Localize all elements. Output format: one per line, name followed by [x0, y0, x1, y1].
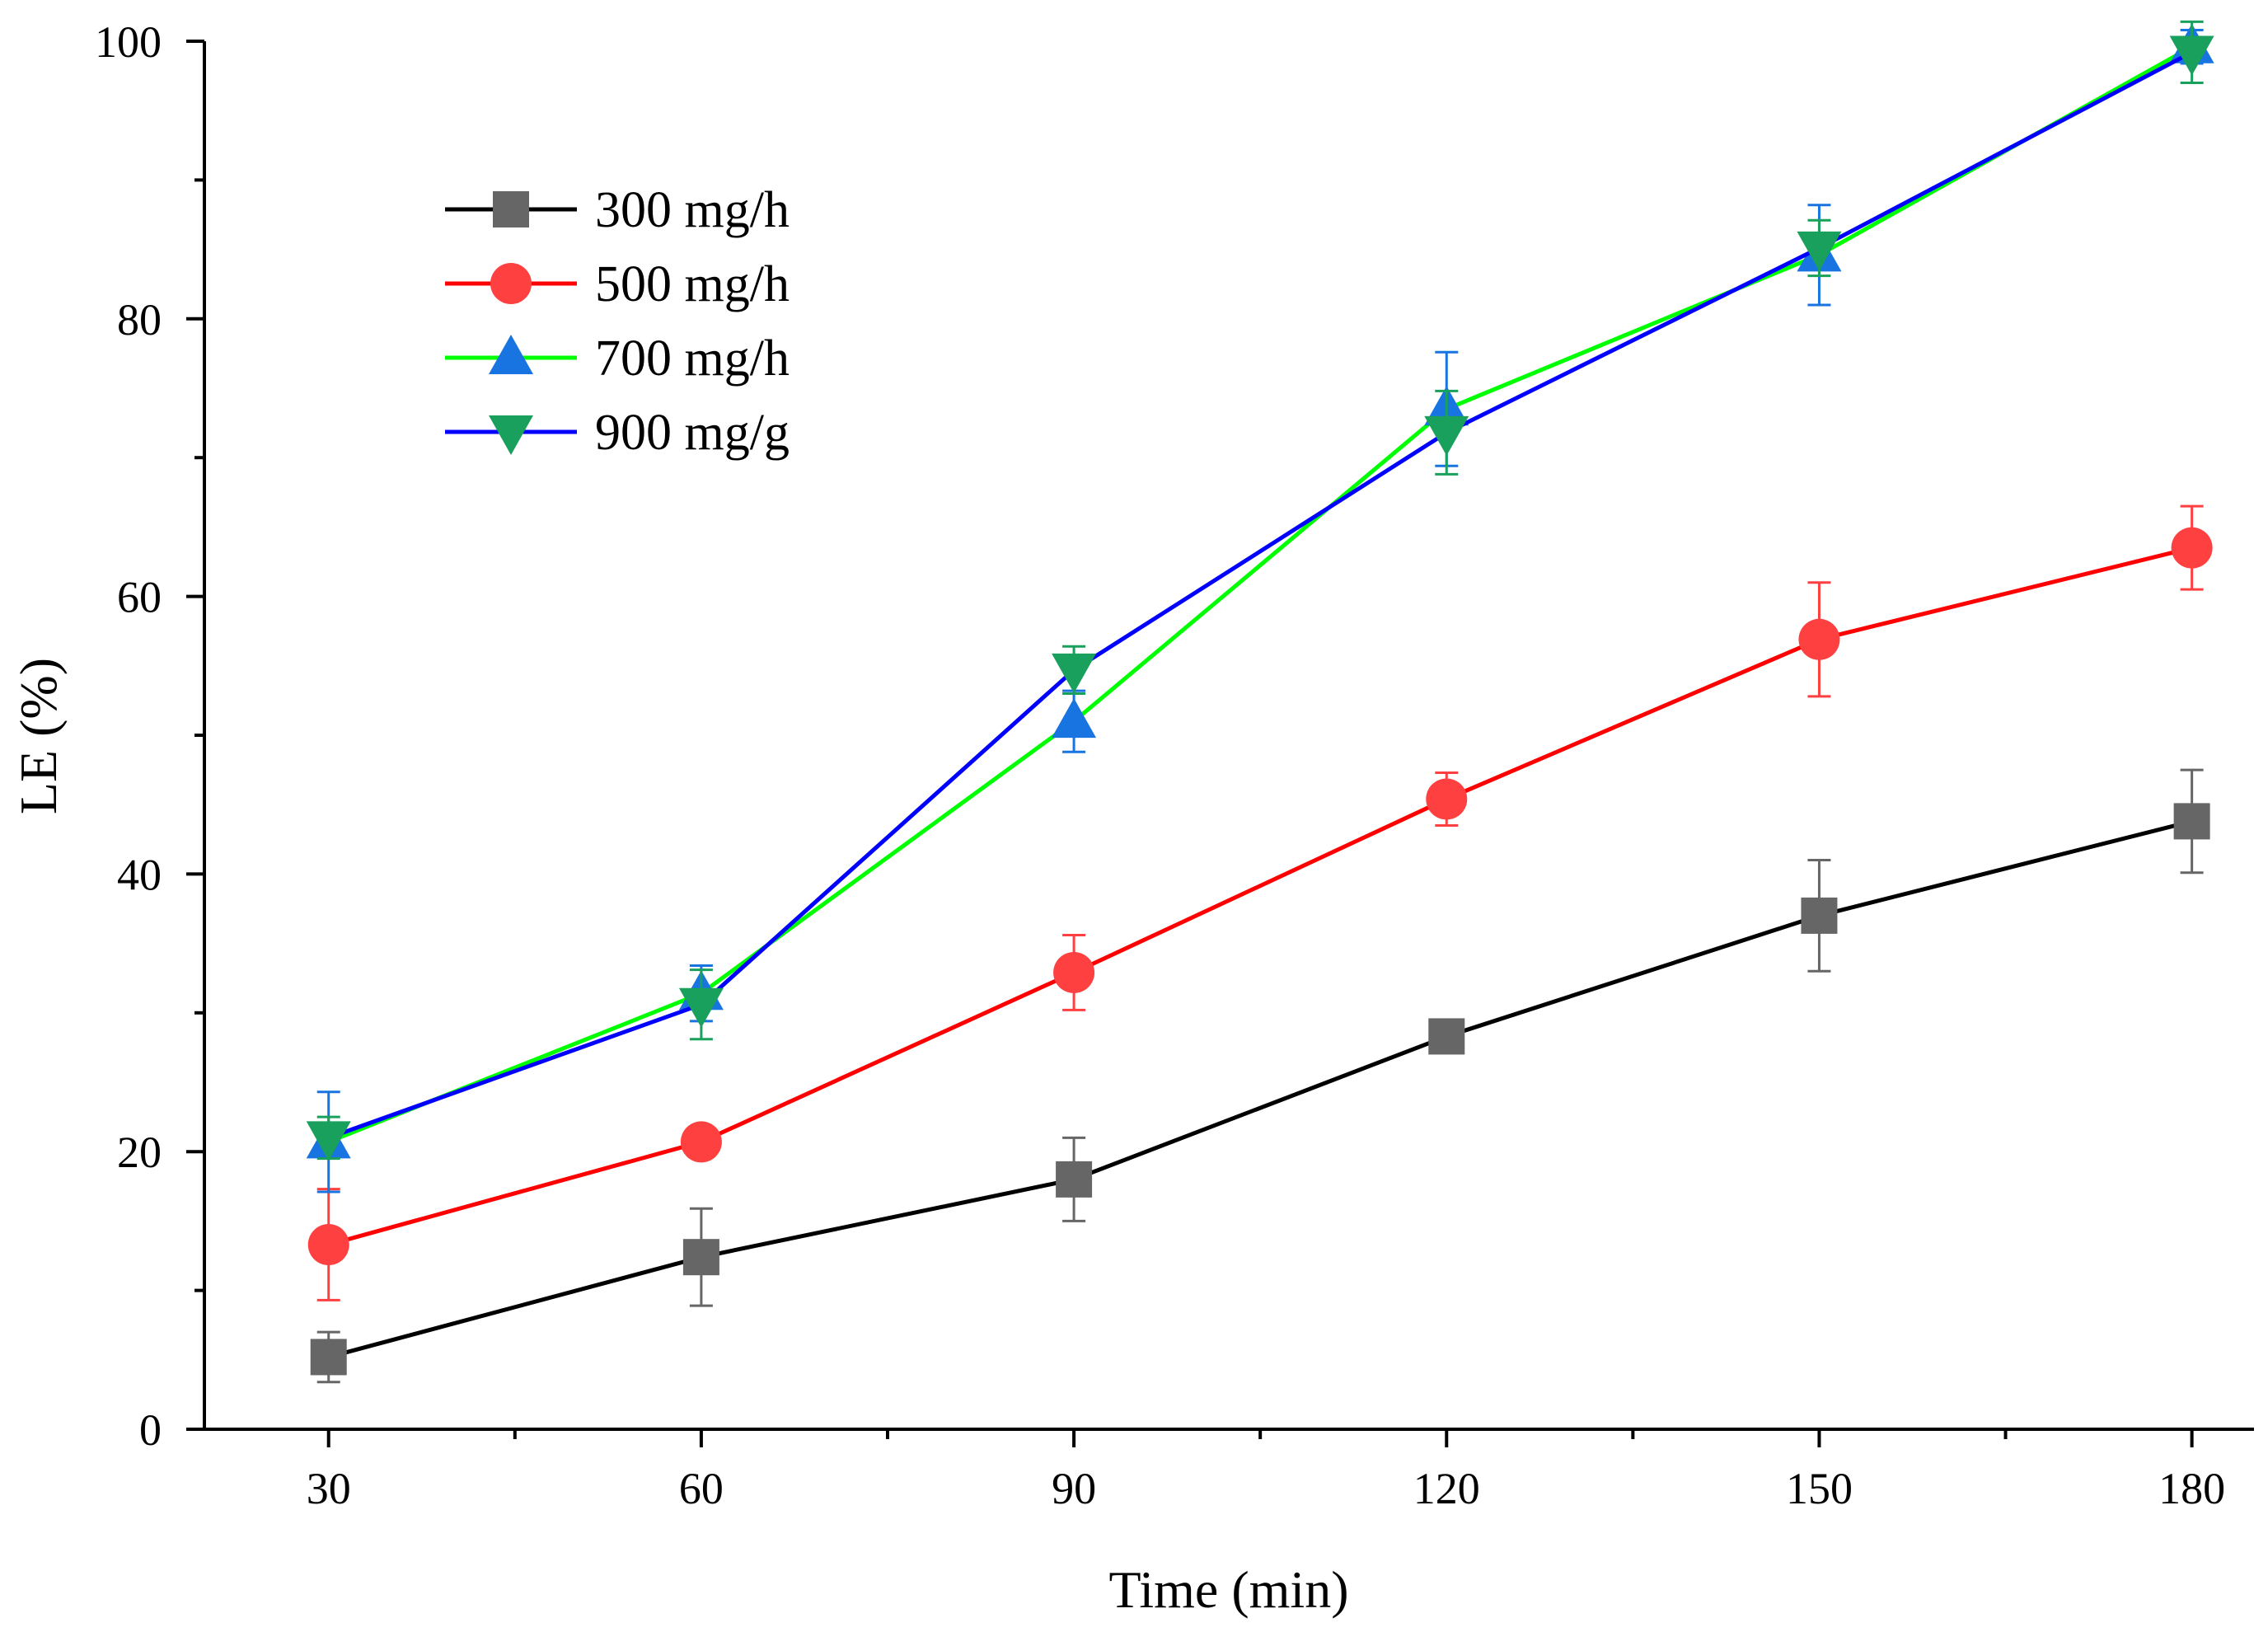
y-tick-label-80: 80: [117, 295, 162, 345]
data-point: [306, 1121, 351, 1161]
y-tick-label-40: 40: [117, 850, 162, 899]
axis-ticks: 30 60 90 120 150 180 0 20 40 60 80 100: [95, 17, 2225, 1513]
data-point: [1797, 231, 1842, 271]
legend-marker: [489, 415, 533, 455]
legend: 300 mg/h 500 mg/h 700 mg/h 900 mg/g: [445, 182, 790, 461]
x-tick-label-150: 150: [1786, 1464, 1853, 1513]
series-2: [306, 23, 2214, 1194]
series-3: [306, 20, 2214, 1161]
data-point: [680, 1121, 722, 1163]
series-line: [328, 818, 2193, 1359]
plot-area: 30 60 90 120 150 180 0 20 40 60 80 100: [95, 17, 2254, 1513]
series-1: [307, 504, 2213, 1301]
legend-label: 900 mg/g: [595, 405, 790, 461]
legend-entry-3: 900 mg/g: [445, 405, 790, 461]
data-point: [682, 1239, 719, 1276]
data-point: [1428, 1018, 1465, 1055]
x-tick-label-60: 60: [679, 1464, 724, 1513]
data-point: [1052, 653, 1097, 693]
data-point: [1424, 415, 1469, 456]
data-point: [307, 1224, 349, 1266]
data-point: [1798, 618, 1840, 660]
legend-entry-1: 500 mg/h: [445, 256, 790, 312]
data-point: [1052, 698, 1097, 739]
data-point: [1053, 951, 1095, 993]
y-tick-label-0: 0: [139, 1405, 162, 1455]
data-point: [2173, 803, 2210, 840]
legend-marker: [490, 263, 532, 304]
data-point: [2169, 35, 2214, 76]
x-tick-label-180: 180: [2158, 1464, 2225, 1513]
data-point: [1056, 1161, 1093, 1198]
y-tick-label-100: 100: [95, 17, 162, 67]
series-0: [310, 768, 2210, 1384]
y-tick-label-60: 60: [117, 573, 162, 622]
legend-label: 700 mg/h: [595, 331, 790, 387]
series-line: [328, 546, 2193, 1247]
x-tick-label-30: 30: [307, 1464, 351, 1513]
legend-entry-2: 700 mg/h: [445, 331, 790, 387]
series-layer: [306, 20, 2214, 1384]
series-line: [327, 45, 2193, 1144]
x-tick-label-90: 90: [1052, 1464, 1096, 1513]
data-point: [2171, 527, 2213, 569]
data-point: [678, 987, 724, 1028]
y-axis-title: LE (%): [9, 658, 68, 814]
legend-entry-0: 300 mg/h: [445, 182, 790, 238]
legend-marker: [489, 335, 533, 374]
data-point: [1426, 778, 1468, 820]
x-tick-label-120: 120: [1413, 1464, 1480, 1513]
x-axis-title: Time (min): [1109, 1560, 1349, 1619]
legend-label: 300 mg/h: [595, 182, 790, 238]
y-tick-label-20: 20: [117, 1128, 162, 1177]
series-line: [327, 50, 2193, 1140]
data-point: [1801, 897, 1838, 934]
data-point: [310, 1339, 347, 1376]
legend-label: 500 mg/h: [595, 256, 790, 312]
legend-marker: [493, 191, 529, 227]
